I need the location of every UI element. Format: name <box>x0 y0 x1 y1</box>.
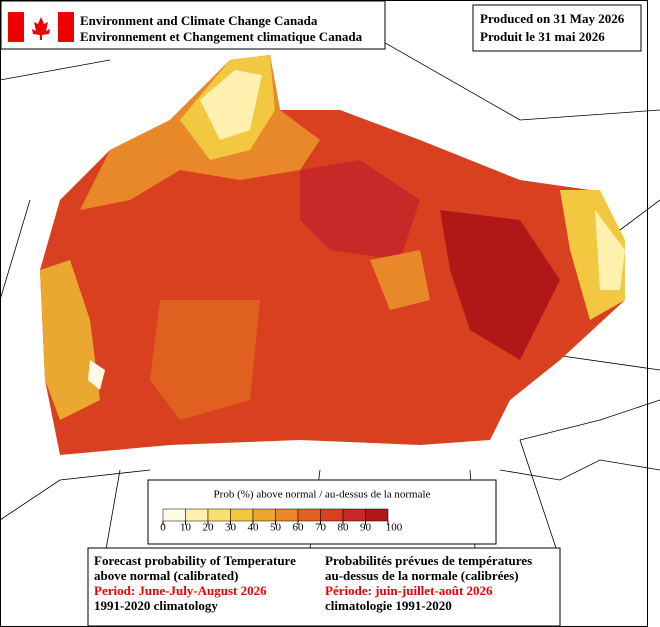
footer-line: Period: June-July-August 2026 <box>94 583 267 598</box>
footer-line: Période: juin-juillet-août 2026 <box>325 583 493 598</box>
agency-fr: Environnement et Changement climatique C… <box>80 29 363 44</box>
footer-line: climatologie 1991-2020 <box>325 598 452 613</box>
footer-line: Probabilités prévues de températures <box>325 553 532 568</box>
legend-tick-label: 40 <box>248 522 260 534</box>
legend-swatch <box>252 508 276 522</box>
footer-line: 1991-2020 climatology <box>94 598 218 613</box>
legend-tick-label: 60 <box>293 522 305 534</box>
legend-swatch <box>320 508 344 522</box>
legend-tick-label: 50 <box>270 522 282 534</box>
legend-tick-label: 20 <box>203 522 215 534</box>
legend-tick-label: 100 <box>386 522 403 534</box>
forecast-field <box>40 55 625 455</box>
legend-swatch <box>230 508 254 522</box>
flag <box>8 12 74 42</box>
legend-tick-label: 0 <box>160 522 166 534</box>
legend-swatch <box>162 508 186 522</box>
legend-tick-label: 30 <box>225 522 237 534</box>
produced-en: Produced on 31 May 2026 <box>480 11 625 26</box>
legend-scale: 0 10 20 30 40 50 60 70 80 90 100 <box>160 508 403 534</box>
legend-tick-label: 70 <box>315 522 327 534</box>
footer-line: above normal (calibrated) <box>94 568 238 583</box>
produced-fr: Produit le 31 mai 2026 <box>480 29 605 44</box>
legend-swatch <box>342 508 366 522</box>
legend-tick-label: 10 <box>180 522 192 534</box>
agency-en: Environment and Climate Change Canada <box>80 13 318 28</box>
legend-swatch <box>297 508 321 522</box>
footer-box <box>87 547 561 627</box>
footer-line: Forecast probability of Temperature <box>94 553 296 568</box>
legend-swatch <box>275 508 299 522</box>
legend-tick-label: 80 <box>338 522 350 534</box>
legend-swatch <box>207 508 231 522</box>
legend-title: Prob (%) above normal / au-dessus de la … <box>214 489 431 501</box>
date-box <box>472 4 642 52</box>
footer: Forecast probability of Temperatureabove… <box>94 553 532 613</box>
legend-swatch <box>185 508 209 522</box>
legend-tick-label: 90 <box>360 522 372 534</box>
footer-line: au-dessus de la normale (calibrées) <box>325 568 519 583</box>
legend-swatch <box>365 508 389 522</box>
